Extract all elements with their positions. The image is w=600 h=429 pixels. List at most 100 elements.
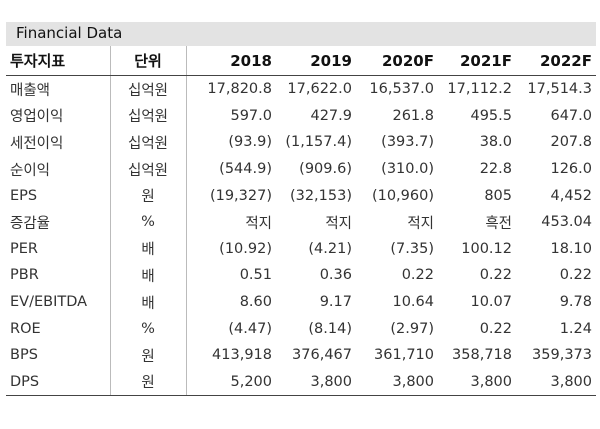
row-label: EPS (10, 187, 38, 204)
header-year-2018: 2018 (186, 46, 276, 76)
table-row: DPS 원 5,200 3,800 3,800 3,800 3,800 (6, 368, 596, 397)
value-2019: 적지 (325, 215, 352, 232)
value-2020f: 261.8 (392, 107, 434, 124)
header-year-2019: 2019 (276, 46, 356, 76)
header-year-2020f: 2020F (356, 46, 438, 76)
table-title: Financial Data (16, 24, 123, 42)
table-row: BPS 원 413,918 376,467 361,710 358,718 359,373 (6, 341, 596, 369)
table-row: ROE% (4.47) (8.14) (2.97) 0.22 1.24 (6, 315, 596, 342)
value-2019: 9.17 (319, 294, 352, 311)
value-2022f: 453.04 (541, 214, 592, 231)
table-row: PBR 배 0.51 0.36 0.22 0.22 0.22 (6, 262, 596, 289)
row-label: EV/EBITDA (10, 294, 88, 311)
row-label: DPS (6, 368, 110, 397)
unit-cell: 십억원 (109, 129, 187, 156)
value-2018: (10.92) (219, 240, 272, 257)
value-2022f: 9.78 (559, 294, 592, 311)
value-2019: 427.9 (310, 107, 352, 124)
unit-cell: 배 (109, 288, 187, 316)
value-2022f: 207.8 (550, 134, 592, 151)
row-label: 증감율 (10, 215, 51, 232)
value-2021f: 0.22 (479, 267, 512, 284)
value-2020f: 10.64 (392, 294, 434, 311)
table-body: 매출액 십억원 17,820.8 17,622.0 16,537.0 17,112.2 17… (6, 75, 596, 397)
value-2019: (32,153) (289, 187, 352, 204)
value-2018: 5,200 (186, 368, 276, 397)
value-2021f: 0.22 (479, 320, 512, 337)
unit-cell: 십억원 (109, 155, 187, 183)
unit-cell: 십억원 (109, 102, 187, 130)
value-2018: (544.9) (219, 161, 272, 178)
value-2020f: (2.97) (390, 320, 434, 337)
value-2020f: 3,800 (356, 368, 438, 397)
unit-cell: 배 (109, 235, 187, 263)
unit-cell: 원 (109, 368, 187, 397)
value-2022f: 647.0 (550, 107, 592, 124)
value-2019: 17,622.0 (287, 81, 352, 98)
value-2018: (19,327) (209, 187, 272, 204)
header-indicator: 투자지표 (6, 46, 110, 76)
value-2018: 17,820.8 (207, 81, 272, 98)
table-row: PER 배 (10.92) (4.21) (7.35) 100.12 18.10 (6, 235, 596, 263)
value-2020f: 361,710 (374, 347, 434, 364)
value-2020f: 적지 (407, 215, 434, 232)
value-2021f: 3,800 (438, 368, 516, 397)
value-2018: 413,918 (212, 347, 272, 364)
row-label: ROE (10, 320, 41, 337)
table-row: EPS 원 (19,327) (32,153) (10,960) 805 4,452 (6, 182, 596, 209)
row-label: 매출액 (10, 82, 51, 99)
value-2022f: 359,373 (532, 347, 592, 364)
value-2022f: 3,800 (516, 368, 596, 397)
value-2019: 3,800 (276, 368, 356, 397)
value-2021f: 358,718 (452, 347, 512, 364)
row-label: PBR (10, 267, 39, 284)
value-2022f: 18.10 (550, 240, 592, 257)
unit-cell: % (109, 208, 187, 236)
row-label: PER (10, 240, 38, 257)
value-2022f: 0.22 (559, 267, 592, 284)
header-unit: 단위 (109, 46, 187, 76)
value-2018: 0.51 (239, 267, 272, 284)
value-2021f: 22.8 (479, 161, 512, 178)
table-row: 세전이익 십억원 (93.9) (1,157.4) (393.7) 38.0 207.8 (6, 129, 596, 156)
value-2019: 0.36 (319, 267, 352, 284)
value-2021f: 495.5 (470, 107, 512, 124)
table-row: 매출액 십억원 17,820.8 17,622.0 16,537.0 17,112.2 17… (6, 75, 596, 103)
value-2018: (4.47) (228, 320, 272, 337)
value-2018: 적지 (245, 215, 272, 232)
value-2021f: 흑전 (485, 215, 512, 232)
value-2021f: 38.0 (479, 134, 512, 151)
value-2022f: 17,514.3 (527, 81, 592, 98)
value-2020f: (393.7) (381, 134, 434, 151)
value-2019: (4.21) (308, 240, 352, 257)
value-2021f: 100.12 (461, 240, 512, 257)
value-2021f: 10.07 (470, 294, 512, 311)
value-2019: (8.14) (308, 320, 352, 337)
unit-cell: % (109, 315, 187, 342)
value-2022f: 126.0 (550, 161, 592, 178)
value-2020f: (10,960) (371, 187, 434, 204)
row-label: 순이익 (10, 162, 51, 179)
value-2021f: 17,112.2 (447, 81, 512, 98)
row-label: 영업이익 (10, 109, 64, 126)
value-2019: 376,467 (292, 347, 352, 364)
header-row: 투자지표 단위 2018 2019 2020F 2021F 2022F (6, 46, 596, 76)
value-2022f: 4,452 (550, 187, 592, 204)
value-2018: 8.60 (239, 294, 272, 311)
unit-cell: 원 (109, 182, 187, 209)
value-2018: (93.9) (228, 134, 272, 151)
table-row: EV/EBITDA 배 8.60 9.17 10.64 10.07 9.78 (6, 288, 596, 316)
row-label: BPS (10, 347, 38, 364)
table-row: 순이익 십억원 (544.9) (909.6) (310.0) 22.8 126.0 (6, 155, 596, 183)
unit-cell: 십억원 (109, 75, 187, 103)
table-row: 증감율% 적지 적지 적지 흑전 453.04 (6, 208, 596, 236)
value-2022f: 1.24 (559, 320, 592, 337)
value-2018: 597.0 (230, 107, 272, 124)
table-row: 영업이익 십억원 597.0 427.9 261.8 495.5 647.0 (6, 102, 596, 130)
value-2020f: (7.35) (390, 240, 434, 257)
header-year-2022f: 2022F (516, 46, 596, 76)
value-2019: (1,157.4) (285, 134, 352, 151)
table-title-bar: Financial Data (6, 22, 596, 46)
unit-cell: 배 (109, 262, 187, 289)
